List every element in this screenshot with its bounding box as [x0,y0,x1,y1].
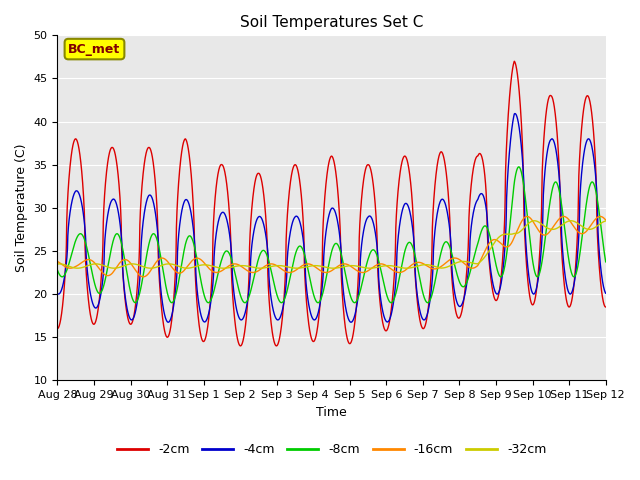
-8cm [264,255,271,261]
-32cm [288,265,296,271]
-2cm [288,171,296,177]
-4cm [287,224,295,229]
-32cm [602,218,609,224]
-2cm [602,304,609,310]
-2cm [148,155,156,161]
-16cm [264,262,271,267]
-2cm [264,264,271,270]
Line: -16cm: -16cm [58,216,605,277]
Line: -2cm: -2cm [58,61,605,346]
-32cm [532,218,540,224]
Line: -32cm: -32cm [58,221,605,268]
-4cm [511,111,519,117]
-32cm [567,218,575,224]
-8cm [591,186,599,192]
Line: -4cm: -4cm [58,114,605,322]
-16cm [596,214,604,219]
Legend: -2cm, -4cm, -8cm, -16cm, -32cm: -2cm, -4cm, -8cm, -16cm, -32cm [112,438,551,461]
-32cm [54,261,61,267]
-8cm [288,267,296,273]
-4cm [116,220,124,226]
Text: BC_met: BC_met [68,43,120,56]
-16cm [602,217,609,223]
-2cm [511,59,518,64]
-8cm [602,259,609,265]
-2cm [532,289,540,295]
-4cm [347,319,355,325]
-8cm [532,273,540,279]
-16cm [116,260,124,265]
-4cm [532,287,540,292]
-32cm [264,264,271,270]
-16cm [288,269,296,275]
-8cm [515,164,523,170]
X-axis label: Time: Time [316,406,347,419]
-16cm [54,258,61,264]
-4cm [591,169,599,175]
-32cm [74,265,81,271]
-2cm [116,194,124,200]
-4cm [54,290,61,296]
-16cm [591,216,599,222]
-8cm [54,267,61,273]
-32cm [591,224,599,230]
-32cm [116,264,124,270]
-2cm [591,156,599,162]
-4cm [148,196,156,202]
Line: -8cm: -8cm [58,167,605,303]
-8cm [149,231,157,237]
-2cm [273,343,280,349]
-2cm [54,326,61,332]
-8cm [116,235,124,241]
Title: Soil Temperatures Set C: Soil Temperatures Set C [240,15,423,30]
-4cm [264,247,271,253]
-16cm [149,264,157,270]
-16cm [532,224,540,229]
Y-axis label: Soil Temperature (C): Soil Temperature (C) [15,144,28,272]
-8cm [131,300,139,306]
-32cm [149,265,157,271]
-4cm [602,290,609,296]
-16cm [140,274,147,280]
